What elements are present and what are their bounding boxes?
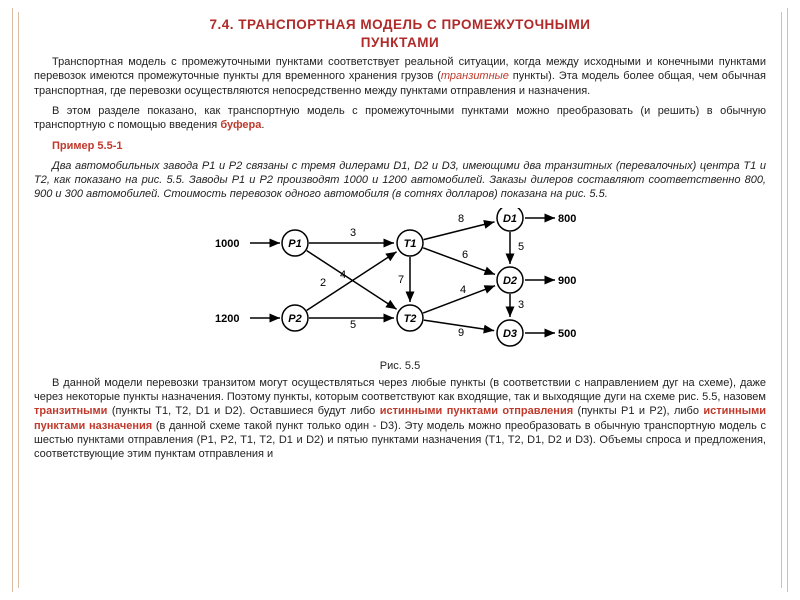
p2-buffer-term: буфера: [220, 119, 261, 131]
svg-text:900: 900: [558, 275, 576, 287]
network-diagram: 1000 1200 800 900 500 3 4 2 5 7 8 6 4 9 5 3 P1 P2 T1 T2 D1 D2…: [210, 208, 590, 358]
svg-text:4: 4: [340, 269, 346, 281]
para-1: Транспортная модель с промежуточными пун…: [34, 55, 766, 98]
svg-text:2: 2: [320, 277, 326, 289]
p4a: В данной модели перевозки транзитом могу…: [34, 377, 766, 403]
title-line2: ПУНКТАМИ: [361, 35, 440, 50]
para-4: В данной модели перевозки транзитом могу…: [34, 376, 766, 462]
p4b: (пункты T1, T2, D1 и D2). Оставшиеся буд…: [107, 405, 379, 417]
p1-transit-term: транзитные: [441, 70, 509, 82]
svg-text:6: 6: [462, 249, 468, 261]
svg-text:3: 3: [518, 299, 524, 311]
svg-text:800: 800: [558, 213, 576, 225]
svg-text:P1: P1: [288, 238, 301, 250]
svg-text:5: 5: [350, 319, 356, 331]
ex-label-text: Пример 5.5-1: [52, 140, 123, 152]
p4c: (пункты P1 и P2), либо: [573, 405, 703, 417]
p4-term1: транзитными: [34, 405, 107, 417]
example-label: Пример 5.5-1: [34, 139, 766, 153]
title-line1: 7.4. ТРАНСПОРТНАЯ МОДЕЛЬ С ПРОМЕЖУТОЧНЫМ…: [210, 17, 591, 32]
svg-text:T1: T1: [404, 238, 417, 250]
svg-text:500: 500: [558, 328, 576, 340]
svg-text:9: 9: [458, 327, 464, 339]
svg-text:5: 5: [518, 241, 524, 253]
p2a: В этом разделе показано, как транспортну…: [34, 105, 766, 131]
p4-term2: истинными пунктами отправления: [380, 405, 573, 417]
document-body: 7.4. ТРАНСПОРТНАЯ МОДЕЛЬ С ПРОМЕЖУТОЧНЫМ…: [34, 16, 766, 584]
svg-text:4: 4: [460, 284, 466, 296]
svg-text:8: 8: [458, 213, 464, 225]
para-3: Два автомобильных завода P1 и P2 связаны…: [34, 159, 766, 202]
svg-text:D2: D2: [503, 275, 517, 287]
svg-text:1200: 1200: [215, 313, 239, 325]
svg-text:P2: P2: [288, 313, 301, 325]
svg-text:T2: T2: [404, 313, 417, 325]
svg-text:7: 7: [398, 274, 404, 286]
svg-text:D3: D3: [503, 328, 517, 340]
svg-text:D1: D1: [503, 213, 517, 225]
section-title: 7.4. ТРАНСПОРТНАЯ МОДЕЛЬ С ПРОМЕЖУТОЧНЫМ…: [34, 16, 766, 51]
svg-text:3: 3: [350, 227, 356, 239]
svg-text:1000: 1000: [215, 238, 239, 250]
p2b: .: [261, 119, 264, 131]
p3-text: Два автомобильных завода P1 и P2 связаны…: [34, 160, 766, 201]
figure-caption: Рис. 5.5: [34, 360, 766, 372]
para-2: В этом разделе показано, как транспортну…: [34, 104, 766, 133]
